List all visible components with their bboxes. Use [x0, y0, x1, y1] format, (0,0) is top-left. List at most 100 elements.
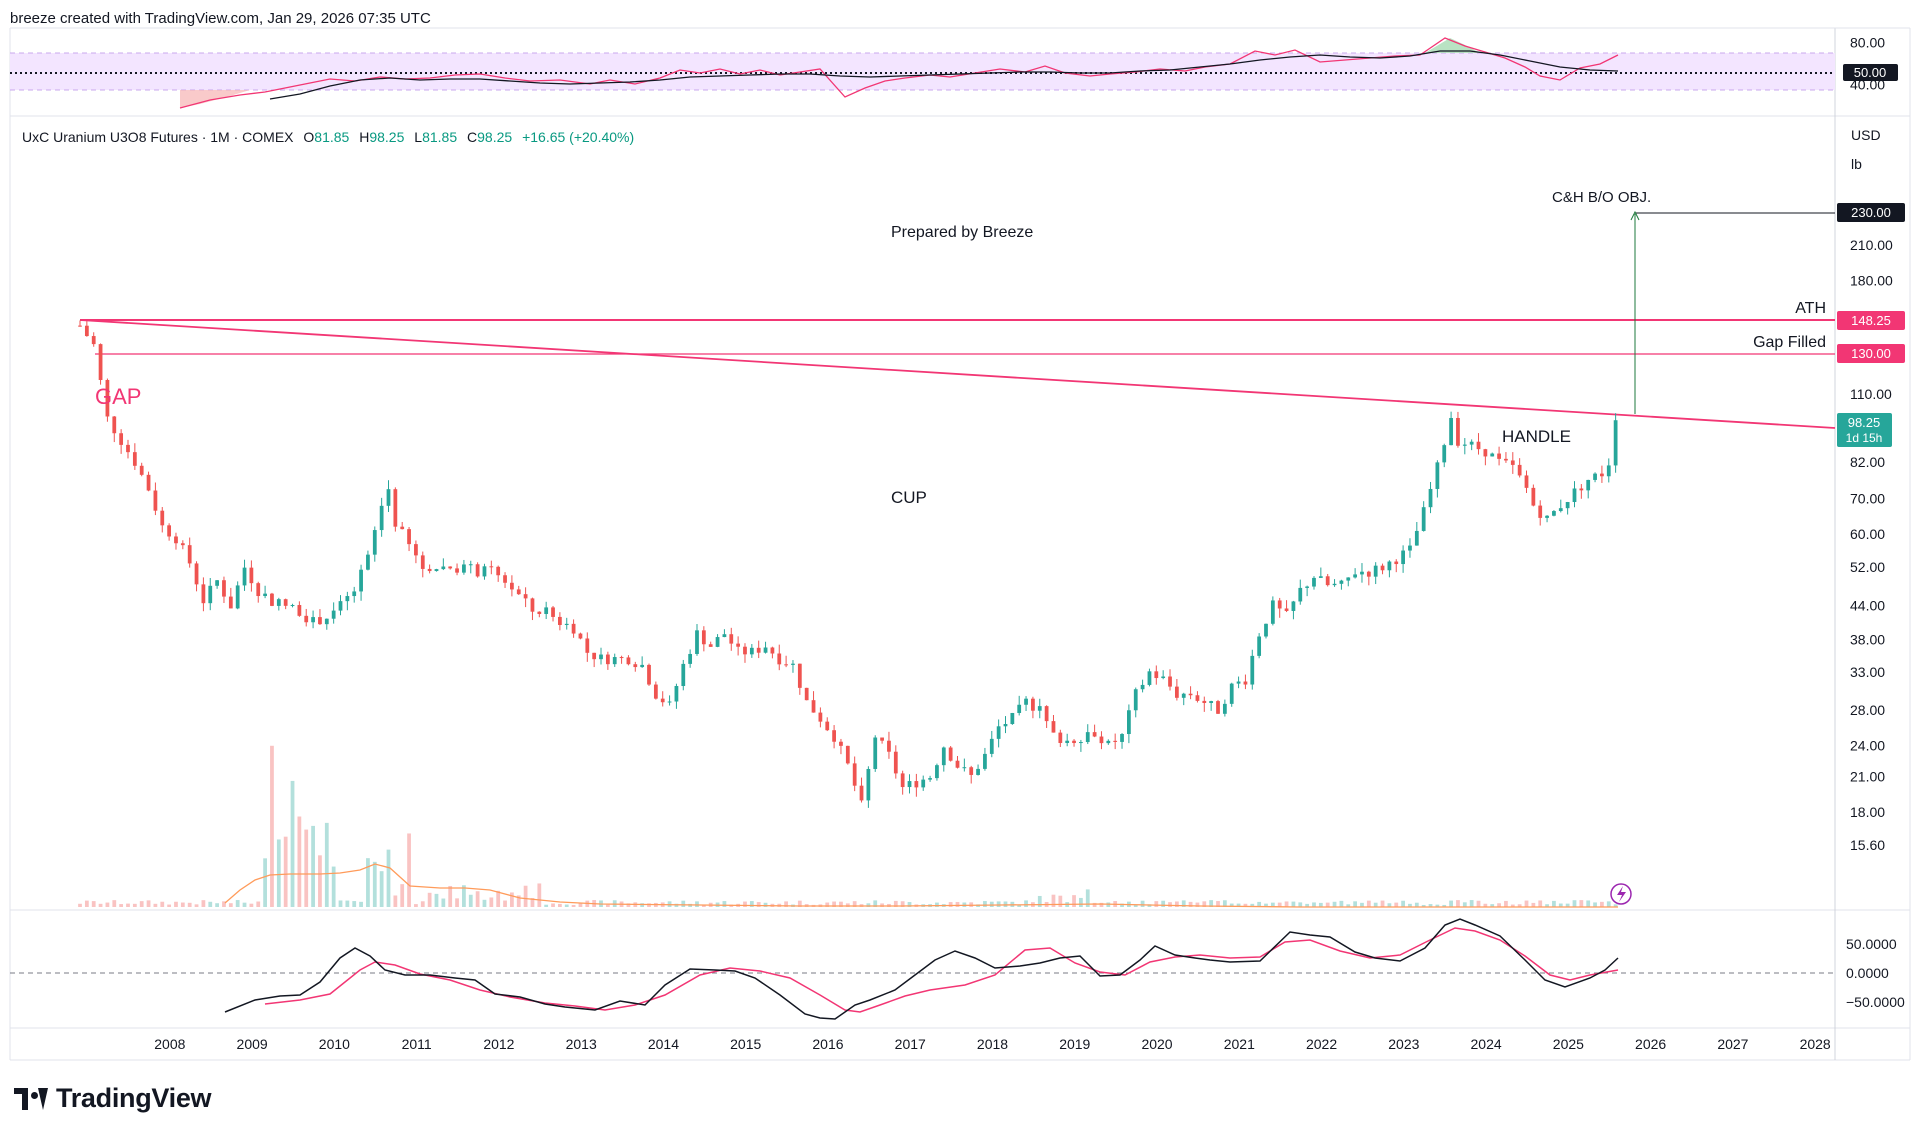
- candle-body: [1270, 600, 1275, 624]
- candle-body: [1058, 732, 1063, 743]
- price-tick-label: 60.00: [1850, 526, 1885, 542]
- volume-bar: [242, 902, 247, 907]
- time-tick-label: 2027: [1717, 1036, 1748, 1052]
- volume-bar: [311, 825, 315, 907]
- candle-body: [242, 567, 247, 586]
- low-value: 81.85: [422, 129, 458, 145]
- volume-bar: [1524, 900, 1529, 907]
- prepared-by-label: Prepared by Breeze: [891, 224, 1033, 241]
- volume-bar: [1202, 901, 1207, 907]
- target-label: C&H B/O OBJ.: [1552, 189, 1651, 206]
- candle-body: [1140, 684, 1145, 690]
- candle-body: [139, 465, 144, 475]
- candle-body: [852, 763, 857, 786]
- volume-bar: [695, 901, 699, 907]
- tradingview-logo[interactable]: TradingView: [14, 1083, 212, 1114]
- candle-body: [1222, 703, 1227, 714]
- volume-bar: [420, 901, 425, 907]
- candle-body: [414, 544, 418, 556]
- candle-body: [873, 737, 878, 769]
- volume-bar: [228, 903, 233, 907]
- volume-bar: [1387, 903, 1392, 907]
- candle-body: [688, 653, 693, 664]
- volume-bar: [468, 894, 473, 907]
- volume-bar: [352, 901, 357, 907]
- candle-body: [441, 566, 446, 570]
- volume-bar: [139, 901, 144, 907]
- candle-body: [1072, 740, 1076, 744]
- volume-bar: [948, 902, 953, 907]
- candle-body: [1188, 693, 1193, 696]
- candle-body: [647, 664, 651, 685]
- volume-bar: [1058, 895, 1063, 907]
- tradingview-logo-text: TradingView: [56, 1083, 212, 1113]
- candle-body: [462, 564, 466, 573]
- cup-label: CUP: [891, 488, 927, 507]
- volume-bar: [640, 903, 645, 907]
- volume-bar: [749, 901, 754, 907]
- volume-bar: [1264, 903, 1268, 907]
- volume-bar: [324, 822, 329, 907]
- volume-bar: [1312, 902, 1316, 907]
- candle-body: [1510, 460, 1515, 465]
- candle-body: [1079, 742, 1083, 744]
- volume-bar: [263, 858, 267, 907]
- volume-bar: [1120, 903, 1124, 907]
- candle-body: [1538, 505, 1543, 518]
- rsi-value-text: 50.00: [1854, 65, 1887, 80]
- volume-bar: [1353, 901, 1358, 907]
- candle-body: [1099, 736, 1104, 744]
- candle-body: [311, 617, 315, 623]
- candle-body: [907, 781, 912, 788]
- volume-bar: [647, 903, 651, 907]
- volume-bar: [1600, 901, 1604, 907]
- volume-bar: [907, 902, 912, 907]
- volume-bar: [235, 900, 240, 907]
- candle-body: [1113, 740, 1118, 742]
- volume-bar: [1222, 900, 1227, 907]
- candle-body: [1380, 565, 1385, 571]
- candle-body: [791, 663, 795, 665]
- candle-body: [1524, 475, 1529, 488]
- volume-bar: [167, 904, 172, 907]
- volume-bar: [400, 884, 405, 907]
- candle-body: [1469, 441, 1474, 445]
- candle-body: [1065, 740, 1070, 743]
- candle-body: [1243, 681, 1248, 685]
- candle-body: [749, 647, 754, 655]
- candle-body: [1003, 724, 1008, 727]
- instrument-legend: UxC Uranium U3O8 Futures · 1M · COMEX O8…: [22, 129, 634, 145]
- candle-body: [1449, 417, 1453, 446]
- volume-bar: [1366, 900, 1371, 907]
- volume-bar: [1270, 902, 1275, 907]
- candle-body: [1291, 601, 1296, 611]
- volume-bar: [1346, 904, 1351, 907]
- candle-body: [1428, 488, 1433, 508]
- price-tick-label: 38.00: [1850, 632, 1885, 648]
- candle-body: [1168, 676, 1172, 687]
- volume-bar: [1579, 900, 1584, 907]
- candle-body: [393, 489, 398, 527]
- lightning-icon[interactable]: [1610, 883, 1632, 905]
- candle-body: [1497, 453, 1501, 459]
- candle-body: [1579, 488, 1584, 491]
- candle-body: [1606, 465, 1611, 477]
- candle-body: [996, 726, 1001, 739]
- candle-body: [1264, 623, 1268, 637]
- candle-body: [1284, 608, 1289, 611]
- candle-body: [503, 575, 507, 583]
- volume-bar: [153, 903, 158, 907]
- volume-bar: [510, 892, 514, 907]
- macd-pane: [10, 918, 1835, 1020]
- price-tick-label: 24.00: [1850, 738, 1885, 754]
- candle-body: [1305, 586, 1310, 588]
- candle-body: [256, 583, 261, 597]
- volume-bar: [1277, 902, 1282, 907]
- candle-body: [1517, 464, 1522, 476]
- candle-body: [1476, 441, 1481, 450]
- candle-body: [194, 563, 199, 585]
- volume-bar: [1421, 904, 1426, 907]
- gap-filled-price-badge: 130.00: [1837, 344, 1905, 363]
- volume-bar: [1613, 904, 1618, 907]
